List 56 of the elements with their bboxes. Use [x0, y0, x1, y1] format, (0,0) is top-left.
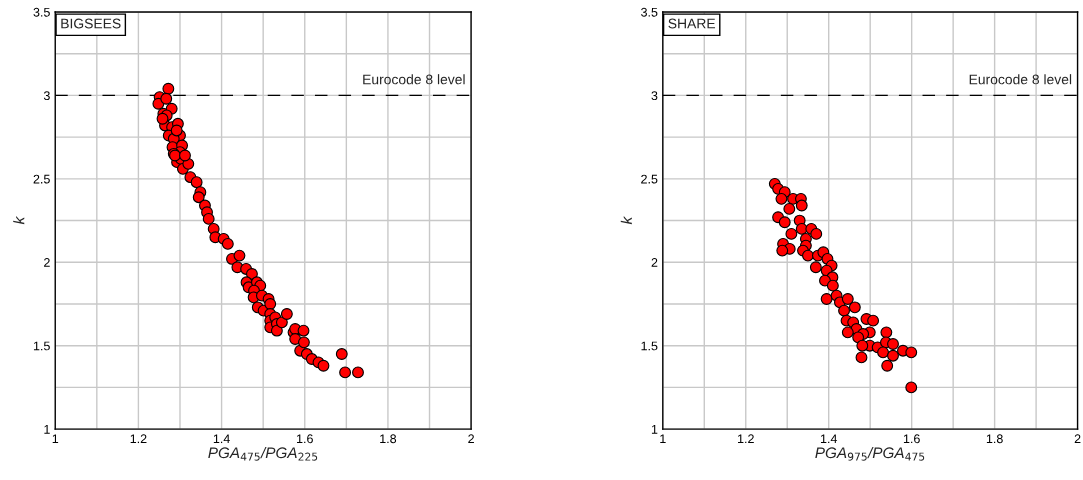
y-tick-label: 2.5 — [641, 174, 658, 184]
x-tick-label: 2 — [468, 434, 474, 444]
x-tick-label: 1.6 — [903, 434, 920, 444]
y-tick-label: 1 — [651, 425, 658, 434]
point — [838, 304, 850, 317]
y-tick-label: 3 — [651, 91, 658, 101]
x-axis-title: PGA$_{475}$/PGA$_{225}$ — [208, 446, 318, 461]
point — [841, 293, 854, 305]
point — [887, 349, 899, 362]
point — [783, 202, 796, 215]
x-tick-label: 1.4 — [820, 434, 838, 444]
point — [795, 199, 808, 212]
point — [775, 192, 788, 205]
y-tick-label: 2 — [44, 258, 50, 267]
point — [905, 346, 918, 359]
point — [841, 326, 854, 339]
x-tick-label: 1.8 — [380, 434, 397, 444]
x-tick-label: 2 — [1074, 434, 1081, 444]
ref-line-label: Eurocode 8 level — [969, 74, 1072, 85]
y-tick-label: 3.5 — [33, 7, 50, 17]
y-tick-label: 3.5 — [641, 7, 658, 17]
x-tick-label: 1 — [52, 434, 59, 444]
ref-line-label: Eurocode 8 level — [363, 74, 465, 85]
y-tick-label: 3 — [43, 91, 50, 101]
x-tick-label: 1.6 — [297, 434, 313, 444]
point — [880, 326, 893, 339]
point — [809, 261, 822, 274]
y-tick-label: 2 — [651, 258, 658, 267]
annotation: BIGSEES — [61, 18, 121, 29]
y-tick-label: 1 — [44, 425, 50, 434]
point — [848, 301, 861, 314]
point — [905, 381, 918, 394]
x-tick-label: 1.4 — [213, 434, 230, 444]
x-axis-title: PGA$_{975}$/PGA$_{475}$ — [815, 446, 925, 461]
point — [855, 351, 868, 364]
y-axis-title: k — [13, 216, 25, 225]
x-tick-label: 1.2 — [130, 434, 147, 444]
y-tick-label: 2.5 — [33, 174, 50, 184]
point — [776, 244, 789, 257]
point — [877, 346, 889, 359]
point — [820, 293, 833, 305]
annotation: SHARE — [668, 18, 716, 29]
point — [881, 359, 894, 372]
point — [785, 227, 798, 240]
x-tick-label: 1.8 — [986, 434, 1003, 444]
y-tick-label: 1.5 — [641, 341, 658, 351]
point — [778, 216, 791, 229]
x-tick-label: 1.2 — [738, 434, 754, 444]
x-tick-label: 1 — [660, 434, 666, 444]
point — [867, 314, 880, 327]
point — [856, 339, 869, 352]
y-tick-label: 1.5 — [33, 341, 50, 351]
point — [810, 227, 823, 240]
point — [887, 338, 899, 350]
point — [826, 279, 839, 292]
y-axis-title: k — [620, 216, 632, 225]
